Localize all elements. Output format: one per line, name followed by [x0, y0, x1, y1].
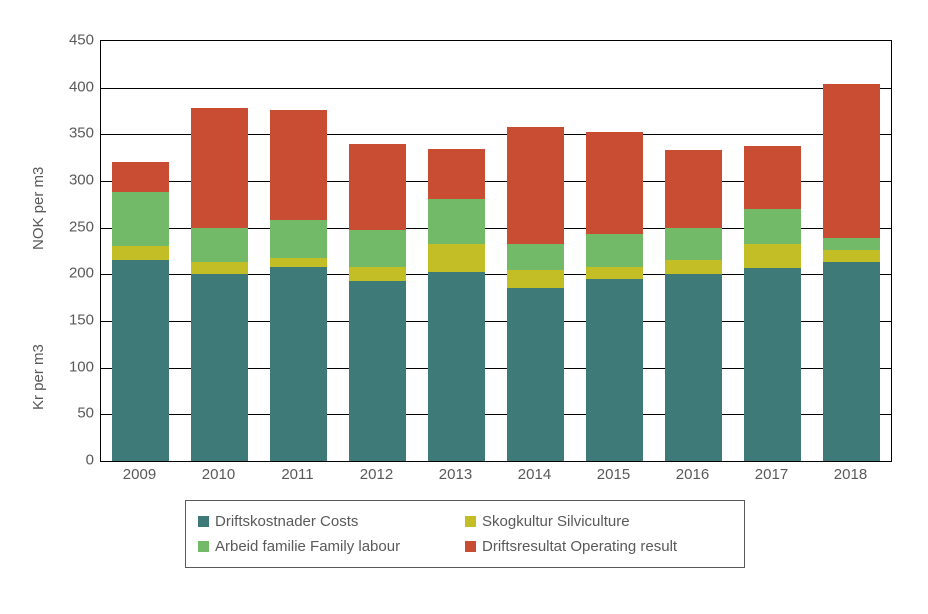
- bar-segment-costs: [665, 274, 723, 461]
- legend-swatch: [465, 516, 476, 527]
- bar-segment-silviculture: [112, 246, 170, 260]
- legend-item-family: Arbeid familie Family labour: [198, 534, 465, 559]
- x-tick-label: 2011: [269, 466, 327, 483]
- bar-segment-operating: [586, 132, 644, 235]
- bar-segment-costs: [112, 260, 170, 461]
- plot-area: [100, 40, 892, 462]
- legend-item-costs: Driftskostnader Costs: [198, 509, 465, 534]
- bar-segment-costs: [349, 281, 407, 461]
- x-tick-label: 2017: [743, 466, 801, 483]
- bar-segment-family: [507, 244, 565, 270]
- bar-segment-family: [191, 228, 249, 263]
- bar-segment-costs: [428, 272, 486, 461]
- legend-swatch: [465, 541, 476, 552]
- y-tick-label: 450: [44, 32, 94, 49]
- bar-segment-family: [823, 238, 881, 250]
- bar-segment-operating: [665, 150, 723, 227]
- bar-segment-operating: [112, 162, 170, 192]
- legend-label: Skogkultur Silviculture: [482, 513, 630, 530]
- bar-segment-family: [349, 230, 407, 267]
- bar-segment-costs: [823, 262, 881, 461]
- bars-layer: [101, 41, 891, 461]
- bar-segment-silviculture: [744, 244, 802, 267]
- bar-segment-operating: [191, 108, 249, 227]
- x-tick-label: 2012: [348, 466, 406, 483]
- x-tick-label: 2009: [111, 466, 169, 483]
- bar-segment-family: [428, 199, 486, 244]
- bar-segment-silviculture: [586, 267, 644, 279]
- legend-label: Driftsresultat Operating result: [482, 538, 677, 555]
- bar-segment-costs: [744, 268, 802, 461]
- legend-swatch: [198, 516, 209, 527]
- bar-segment-costs: [586, 279, 644, 461]
- x-tick-label: 2013: [427, 466, 485, 483]
- y-tick-label: 0: [44, 452, 94, 469]
- y-tick-label: 200: [44, 265, 94, 282]
- bar-segment-operating: [507, 127, 565, 244]
- y-tick-label: 100: [44, 358, 94, 375]
- bar-segment-family: [744, 209, 802, 244]
- stacked-bar-chart: NOK per m3 Kr per m3 0501001502002503003…: [0, 0, 928, 614]
- y-tick-label: 50: [44, 405, 94, 422]
- x-tick-label: 2016: [664, 466, 722, 483]
- bar-segment-silviculture: [507, 270, 565, 289]
- bar-segment-family: [586, 234, 644, 267]
- bar-segment-costs: [507, 288, 565, 461]
- y-tick-label: 350: [44, 125, 94, 142]
- bar-segment-silviculture: [823, 250, 881, 262]
- legend-swatch: [198, 541, 209, 552]
- bar-segment-costs: [191, 274, 249, 461]
- legend-label: Arbeid familie Family labour: [215, 538, 400, 555]
- bar-segment-operating: [428, 149, 486, 198]
- x-tick-label: 2014: [506, 466, 564, 483]
- bar-segment-silviculture: [270, 258, 328, 267]
- legend-item-operating: Driftsresultat Operating result: [465, 534, 732, 559]
- bar-segment-operating: [823, 84, 881, 238]
- bar-segment-operating: [349, 144, 407, 230]
- y-tick-label: 250: [44, 218, 94, 235]
- legend-item-silviculture: Skogkultur Silviculture: [465, 509, 732, 534]
- bar-segment-silviculture: [191, 262, 249, 274]
- bar-segment-silviculture: [665, 260, 723, 274]
- x-tick-label: 2018: [822, 466, 880, 483]
- bar-segment-family: [270, 220, 328, 257]
- x-tick-label: 2010: [190, 466, 248, 483]
- y-tick-label: 300: [44, 172, 94, 189]
- x-tick-label: 2015: [585, 466, 643, 483]
- bar-segment-silviculture: [349, 267, 407, 281]
- bar-segment-family: [112, 192, 170, 246]
- bar-segment-costs: [270, 267, 328, 461]
- legend: Driftskostnader Costs Skogkultur Silvicul…: [185, 500, 745, 568]
- bar-segment-operating: [270, 110, 328, 220]
- y-tick-label: 400: [44, 78, 94, 95]
- legend-label: Driftskostnader Costs: [215, 513, 358, 530]
- bar-segment-silviculture: [428, 244, 486, 272]
- bar-segment-operating: [744, 146, 802, 209]
- bar-segment-family: [665, 228, 723, 261]
- y-axis-label-lower: Kr per m3: [30, 344, 47, 410]
- y-tick-label: 150: [44, 312, 94, 329]
